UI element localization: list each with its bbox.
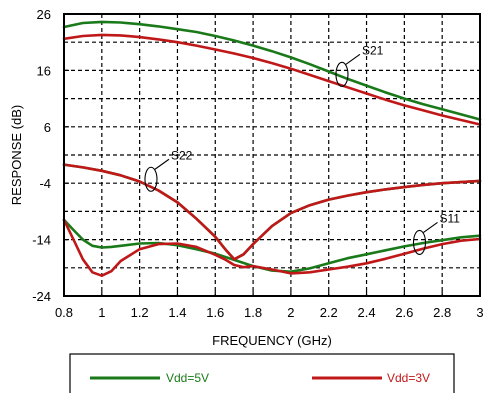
x-tick-label: 1.8: [244, 305, 262, 320]
annotation-label: S11: [439, 211, 460, 225]
annotation-leader: [423, 221, 438, 233]
x-tick-label: 2.6: [395, 305, 413, 320]
series-line-s21-vdd5v: [62, 20, 482, 121]
x-tick-label: 2: [287, 305, 294, 320]
plot-frame: [63, 13, 481, 297]
x-tick-label: 1.2: [131, 305, 149, 320]
x-tick-label: 1: [98, 305, 105, 320]
y-tick-label: 6: [44, 120, 51, 135]
x-tick-label: 3: [476, 305, 483, 320]
annotation-leader: [345, 53, 361, 65]
annotation-ellipse: [335, 61, 349, 87]
x-tick-label: 2.8: [433, 305, 451, 320]
annotation-label: S22: [171, 148, 193, 162]
annotation-ellipse: [412, 229, 427, 255]
annotation-ellipse: [144, 166, 158, 192]
series-line-s22-vdd3v: [62, 163, 482, 261]
series-lines: [62, 20, 482, 277]
x-tick-label: 0.8: [55, 305, 73, 320]
y-tick-label: -24: [32, 289, 51, 304]
legend-label-5v: Vdd=5V: [166, 371, 209, 385]
x-tick-label: 1.6: [206, 305, 224, 320]
series-line-s11-vdd5v: [62, 218, 482, 273]
x-tick-label: 2.2: [320, 305, 338, 320]
series-line-s11-vdd3v: [62, 218, 482, 277]
legend-box: [69, 353, 455, 393]
y-tick-label: -4: [39, 176, 51, 191]
curve-annotations: S21 S22 S11: [144, 43, 460, 255]
x-axis-title: FREQUENCY (GHz): [212, 333, 332, 348]
annotation-leader: [154, 158, 170, 170]
series-line-s21-vdd3v: [62, 33, 482, 126]
annotation-label: S21: [362, 43, 384, 57]
x-tick-label: 1.4: [168, 305, 186, 320]
y-tick-label: 26: [37, 7, 51, 22]
y-tick-label: 16: [37, 63, 51, 78]
y-tick-label: -14: [32, 233, 51, 248]
legend: Vdd=5V Vdd=3V: [69, 353, 455, 393]
y-axis-title: RESPONSE (dB): [9, 105, 24, 205]
x-tick-label: 2.4: [358, 305, 376, 320]
grid-lines: [64, 14, 480, 296]
legend-label-3v: Vdd=3V: [387, 371, 430, 385]
tick-labels: 0.8 1 1.2 1.4 1.6 1.8 2 2.2 2.4 2.6 2.8 3 -24 -14 -4 6 1…: [32, 7, 483, 320]
